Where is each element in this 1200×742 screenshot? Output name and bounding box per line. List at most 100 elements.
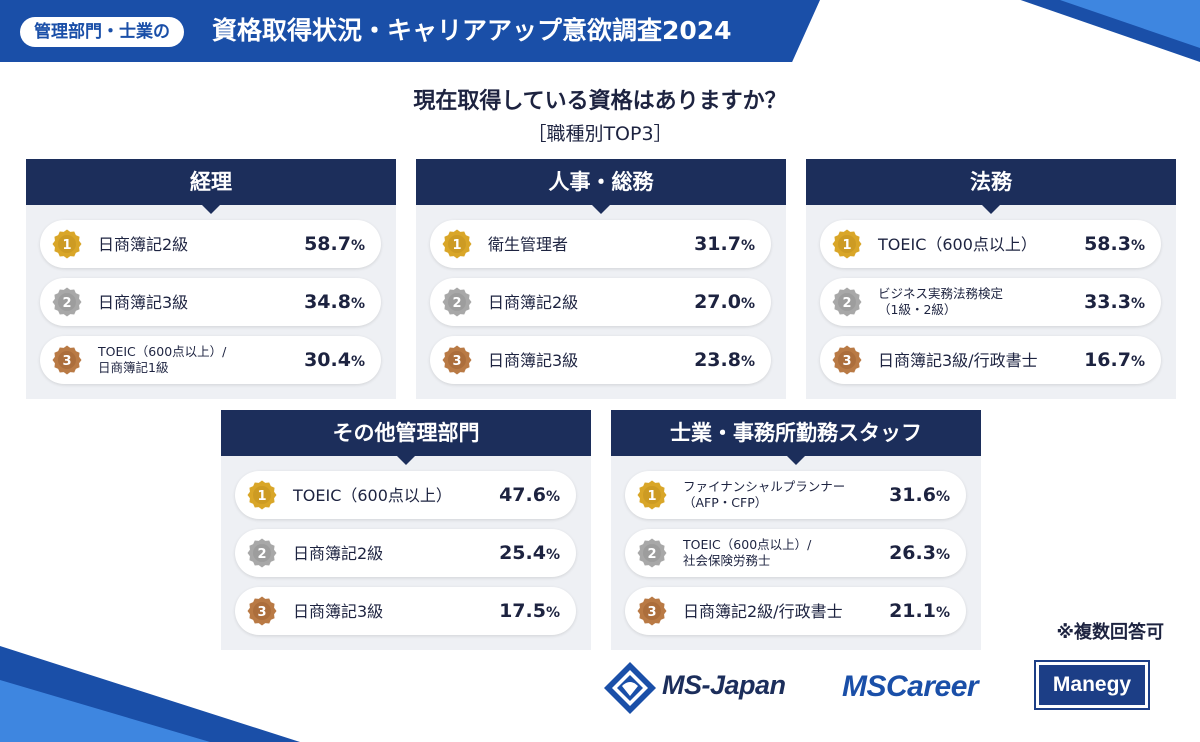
ms-japan-wordmark: MS-Japan bbox=[662, 670, 786, 700]
medal-icon: 2 bbox=[637, 538, 667, 568]
percentage-value: 58.7% bbox=[304, 220, 365, 268]
question-subtitle: ［職種別TOP3］ bbox=[527, 123, 673, 145]
percentage-number: 16.7 bbox=[1084, 349, 1131, 371]
rank-medal: 1 bbox=[52, 229, 82, 259]
percentage-unit: % bbox=[545, 605, 560, 621]
percentage-unit: % bbox=[545, 547, 560, 563]
medal-rank: 1 bbox=[842, 238, 851, 253]
percentage-number: 58.7 bbox=[304, 233, 351, 255]
percentage-value: 23.8% bbox=[694, 336, 755, 384]
percentage-number: 47.6 bbox=[499, 484, 546, 506]
medal-icon: 1 bbox=[442, 229, 472, 259]
rank-medal: 1 bbox=[247, 480, 277, 510]
rank-medal: 3 bbox=[247, 596, 277, 626]
percentage-number: 33.3 bbox=[1084, 291, 1131, 313]
medal-rank: 1 bbox=[257, 489, 266, 504]
percentage-unit: % bbox=[935, 605, 950, 621]
medal-icon: 1 bbox=[247, 480, 277, 510]
percentage-value: 31.7% bbox=[694, 220, 755, 268]
ranking-row: 3 TOEIC（600点以上）/ 日商簿記1級 30.4% bbox=[40, 336, 381, 384]
ranking-row: 2 日商簿記2級 27.0% bbox=[430, 278, 771, 326]
medal-icon: 3 bbox=[52, 345, 82, 375]
percentage-unit: % bbox=[545, 489, 560, 505]
percentage-unit: % bbox=[350, 354, 365, 370]
percentage-value: 26.3% bbox=[889, 529, 950, 577]
medal-rank: 2 bbox=[62, 296, 71, 311]
ms-career-logo: MSCareer bbox=[842, 670, 979, 703]
medal-rank: 3 bbox=[62, 354, 71, 369]
ranking-row: 2 日商簿記3級 34.8% bbox=[40, 278, 381, 326]
percentage-number: 23.8 bbox=[694, 349, 741, 371]
qualification-label: 日商簿記3級 bbox=[98, 292, 189, 312]
medal-rank: 3 bbox=[842, 354, 851, 369]
rank-medal: 3 bbox=[442, 345, 472, 375]
percentage-value: 25.4% bbox=[499, 529, 560, 577]
header-title: 資格取得状況・キャリアアップ意欲調査2024 bbox=[212, 16, 732, 45]
medal-icon: 3 bbox=[637, 596, 667, 626]
medal-icon: 2 bbox=[832, 287, 862, 317]
multiple-answer-note: ※複数回答可 bbox=[1056, 622, 1165, 643]
ranking-row: 1 日商簿記2級 58.7% bbox=[40, 220, 381, 268]
ranking-panel: その他管理部門 1 TOEIC（600点以上） 47.6% 2 日商簿記2級 25.4% 3 日… bbox=[221, 410, 591, 650]
header-tag: 管理部門・士業の bbox=[20, 17, 184, 47]
percentage-value: 33.3% bbox=[1084, 278, 1145, 326]
rank-medal: 3 bbox=[52, 345, 82, 375]
panel-title: 人事・総務 bbox=[416, 159, 786, 214]
rank-medal: 2 bbox=[637, 538, 667, 568]
qualification-label: 衛生管理者 bbox=[488, 234, 569, 254]
percentage-unit: % bbox=[1130, 354, 1145, 370]
percentage-number: 31.6 bbox=[889, 484, 936, 506]
ranking-panel: 法務 1 TOEIC（600点以上） 58.3% 2 ビジネス実務法務検定 （1級・2級）… bbox=[806, 159, 1176, 399]
qualification-label: TOEIC（600点以上）/ 社会保険労務士 bbox=[683, 537, 812, 568]
percentage-value: 16.7% bbox=[1084, 336, 1145, 384]
percentage-unit: % bbox=[350, 238, 365, 254]
percentage-number: 21.1 bbox=[889, 600, 936, 622]
rank-medal: 2 bbox=[442, 287, 472, 317]
percentage-value: 47.6% bbox=[499, 471, 560, 519]
medal-rank: 1 bbox=[62, 238, 71, 253]
percentage-value: 30.4% bbox=[304, 336, 365, 384]
medal-icon: 1 bbox=[832, 229, 862, 259]
medal-icon: 3 bbox=[247, 596, 277, 626]
medal-rank: 2 bbox=[257, 547, 266, 562]
panel-title: その他管理部門 bbox=[221, 410, 591, 465]
percentage-value: 21.1% bbox=[889, 587, 950, 635]
rank-medal: 2 bbox=[832, 287, 862, 317]
rank-medal: 3 bbox=[832, 345, 862, 375]
manegy-logo: Manegy bbox=[1034, 660, 1150, 710]
ranking-row: 1 TOEIC（600点以上） 58.3% bbox=[820, 220, 1161, 268]
percentage-number: 34.8 bbox=[304, 291, 351, 313]
question-title: 現在取得している資格はありますか？ bbox=[413, 89, 787, 114]
qualification-label: 日商簿記3級 bbox=[293, 601, 384, 621]
percentage-number: 58.3 bbox=[1084, 233, 1131, 255]
medal-rank: 1 bbox=[452, 238, 461, 253]
percentage-unit: % bbox=[740, 238, 755, 254]
percentage-unit: % bbox=[935, 547, 950, 563]
ranking-panel: 士業・事務所勤務スタッフ 1 ファイナンシャルプランナー （AFP・CFP） 31.6… bbox=[611, 410, 981, 650]
medal-rank: 3 bbox=[647, 605, 656, 620]
ranking-row: 2 ビジネス実務法務検定 （1級・2級） 33.3% bbox=[820, 278, 1161, 326]
medal-rank: 2 bbox=[842, 296, 851, 311]
percentage-value: 17.5% bbox=[499, 587, 560, 635]
percentage-number: 25.4 bbox=[499, 542, 546, 564]
qualification-label: TOEIC（600点以上） bbox=[293, 485, 452, 505]
medal-icon: 2 bbox=[247, 538, 277, 568]
ranking-row: 1 ファイナンシャルプランナー （AFP・CFP） 31.6% bbox=[625, 471, 966, 519]
ranking-row: 1 衛生管理者 31.7% bbox=[430, 220, 771, 268]
percentage-number: 26.3 bbox=[889, 542, 936, 564]
qualification-label: TOEIC（600点以上）/ 日商簿記1級 bbox=[98, 344, 227, 375]
medal-icon: 2 bbox=[442, 287, 472, 317]
ranking-row: 2 TOEIC（600点以上）/ 社会保険労務士 26.3% bbox=[625, 529, 966, 577]
medal-icon: 1 bbox=[52, 229, 82, 259]
medal-icon: 3 bbox=[832, 345, 862, 375]
qualification-label: 日商簿記3級/行政書士 bbox=[878, 350, 1038, 370]
medal-rank: 2 bbox=[452, 296, 461, 311]
percentage-unit: % bbox=[740, 354, 755, 370]
percentage-unit: % bbox=[350, 296, 365, 312]
medal-rank: 2 bbox=[647, 547, 656, 562]
rank-medal: 1 bbox=[442, 229, 472, 259]
medal-rank: 3 bbox=[257, 605, 266, 620]
qualification-label: ファイナンシャルプランナー （AFP・CFP） bbox=[683, 479, 846, 510]
ranking-row: 3 日商簿記3級 17.5% bbox=[235, 587, 576, 635]
qualification-label: 日商簿記2級/行政書士 bbox=[683, 601, 843, 621]
